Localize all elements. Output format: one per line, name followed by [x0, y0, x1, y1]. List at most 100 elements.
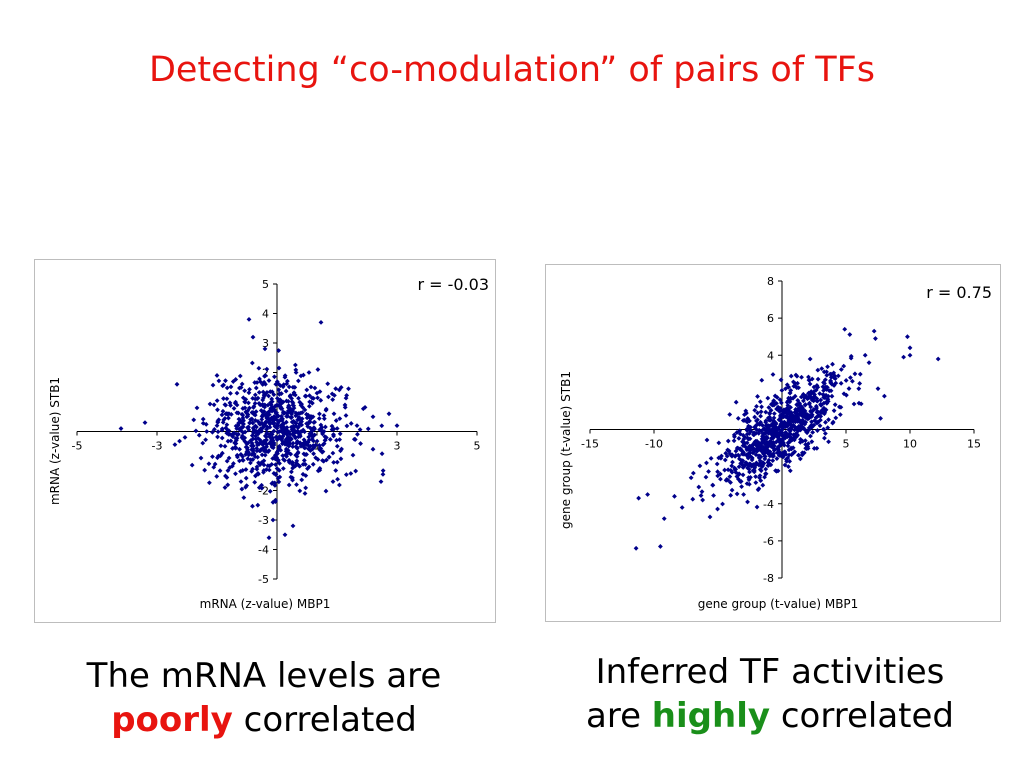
data-point	[215, 434, 220, 440]
data-point	[248, 443, 254, 449]
data-point	[286, 482, 292, 488]
data-point	[215, 429, 221, 435]
data-point	[821, 411, 827, 417]
data-point	[318, 319, 324, 325]
data-point	[338, 448, 343, 454]
data-point	[768, 428, 774, 433]
data-point	[365, 426, 371, 432]
y-tick-label: 4	[262, 308, 269, 321]
data-point	[755, 394, 760, 399]
data-point	[778, 400, 784, 406]
data-point	[738, 479, 744, 484]
data-point	[317, 389, 323, 395]
data-point	[838, 367, 844, 372]
data-point	[279, 391, 284, 396]
data-point	[329, 423, 335, 429]
data-point	[294, 458, 300, 464]
data-point	[282, 441, 288, 447]
data-point	[747, 469, 752, 475]
data-point	[788, 387, 794, 393]
data-point	[280, 399, 286, 405]
data-point	[296, 395, 301, 401]
data-point	[271, 420, 277, 426]
data-point	[805, 416, 811, 422]
y-tick-label: 6	[767, 312, 774, 325]
data-point	[266, 535, 272, 541]
data-point	[796, 425, 802, 431]
data-point	[792, 427, 797, 433]
data-point	[747, 436, 753, 442]
data-point	[265, 463, 271, 469]
slide-title: Detecting “co-modulation” of pairs of TF…	[148, 50, 876, 90]
data-point	[295, 378, 301, 384]
data-point	[814, 445, 820, 451]
data-point	[753, 423, 759, 428]
data-point	[182, 435, 188, 440]
data-point	[822, 377, 828, 383]
data-point	[348, 471, 354, 476]
data-point	[726, 448, 732, 454]
data-point	[762, 434, 767, 440]
data-point	[273, 472, 279, 478]
data-point	[711, 493, 716, 498]
data-point	[284, 398, 289, 404]
data-point	[203, 437, 209, 443]
data-point	[743, 460, 749, 466]
data-point	[237, 446, 242, 452]
data-point	[276, 479, 282, 485]
data-point	[774, 400, 779, 406]
data-point	[237, 385, 242, 391]
data-point	[299, 410, 305, 415]
data-point	[224, 411, 229, 417]
x-tick-label: -15	[581, 438, 599, 451]
data-point	[300, 471, 306, 477]
data-point	[256, 389, 262, 395]
data-point	[331, 433, 336, 439]
data-point	[754, 460, 759, 466]
data-point	[246, 449, 251, 455]
data-point	[786, 427, 792, 433]
data-point	[266, 378, 272, 383]
data-point	[774, 450, 780, 456]
data-point	[299, 401, 304, 407]
data-point	[785, 440, 791, 446]
data-point	[253, 423, 258, 429]
data-point	[355, 431, 360, 437]
data-point	[239, 381, 245, 387]
data-point	[320, 449, 326, 455]
data-point	[757, 399, 763, 405]
data-point	[280, 466, 286, 471]
data-point	[305, 421, 311, 427]
data-point	[333, 418, 339, 423]
data-point	[734, 430, 740, 435]
data-point	[264, 426, 269, 432]
data-point	[306, 437, 312, 443]
data-point	[744, 440, 750, 446]
data-point	[243, 396, 249, 402]
data-point	[873, 336, 878, 341]
data-point	[237, 373, 243, 379]
data-point	[750, 442, 756, 447]
data-point	[246, 424, 251, 430]
data-point	[815, 384, 821, 390]
data-point	[745, 462, 751, 468]
data-point	[281, 421, 286, 427]
data-point	[288, 469, 294, 475]
data-point	[741, 463, 747, 469]
data-point	[658, 544, 663, 549]
data-point	[285, 434, 291, 440]
data-point	[708, 455, 714, 461]
data-point	[338, 456, 344, 462]
data-point	[224, 458, 230, 464]
data-point	[263, 419, 269, 425]
data-point	[275, 422, 280, 428]
data-point	[269, 461, 275, 467]
data-point	[741, 451, 747, 457]
correlation-label: r = -0.03	[417, 275, 489, 294]
data-point	[318, 422, 324, 428]
data-point	[739, 447, 744, 453]
data-point	[249, 360, 255, 366]
data-point	[282, 373, 288, 379]
y-axis-title: mRNA (z-value) STB1	[48, 377, 62, 505]
data-point	[823, 407, 829, 413]
